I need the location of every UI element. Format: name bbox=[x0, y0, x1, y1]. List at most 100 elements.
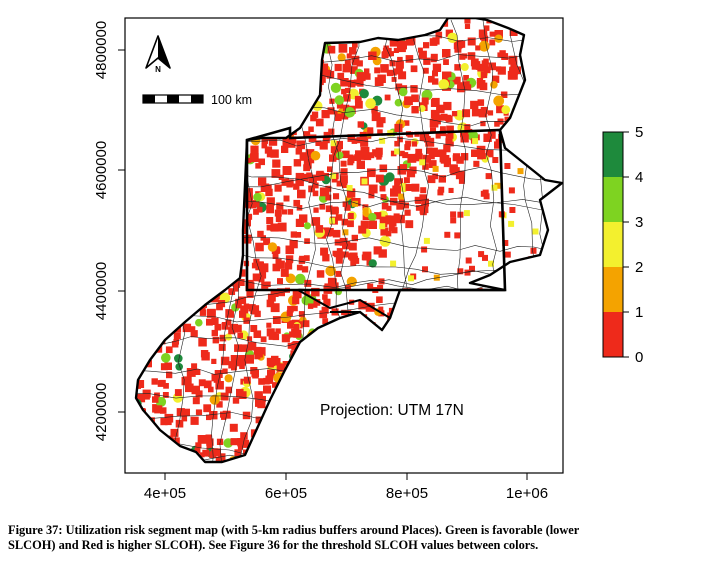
place-buffer-marker bbox=[457, 82, 466, 91]
place-buffer-marker bbox=[310, 45, 317, 52]
place-buffer-marker bbox=[399, 150, 405, 157]
place-buffer-marker bbox=[182, 408, 190, 416]
place-buffer-marker bbox=[540, 374, 549, 382]
place-buffer-marker bbox=[552, 372, 558, 378]
place-buffer-marker bbox=[139, 168, 148, 177]
place-buffer-marker bbox=[160, 288, 167, 296]
place-buffer-marker bbox=[159, 227, 167, 235]
place-buffer-marker bbox=[428, 160, 437, 168]
place-buffer-marker bbox=[327, 166, 333, 173]
place-buffer-marker bbox=[471, 370, 482, 381]
place-buffer-marker bbox=[239, 363, 245, 369]
place-buffer-marker bbox=[314, 28, 323, 38]
place-buffer-marker bbox=[484, 446, 490, 452]
place-buffer-marker bbox=[243, 303, 250, 309]
place-buffer-marker bbox=[280, 268, 289, 277]
place-buffer-marker bbox=[489, 31, 495, 37]
place-buffer-marker bbox=[216, 293, 223, 300]
place-buffer-marker bbox=[432, 78, 439, 85]
place-buffer-marker bbox=[316, 385, 323, 392]
place-buffer-marker bbox=[252, 200, 260, 207]
place-buffer-marker bbox=[495, 300, 505, 310]
place-buffer-marker bbox=[153, 215, 159, 221]
place-buffer-marker bbox=[155, 215, 161, 222]
place-buffer-marker bbox=[193, 203, 202, 212]
place-buffer-marker bbox=[368, 259, 377, 268]
place-buffer-marker bbox=[536, 340, 546, 349]
place-buffer-marker bbox=[545, 331, 550, 337]
place-buffer-marker bbox=[408, 442, 417, 451]
place-buffer-marker bbox=[331, 378, 339, 386]
place-buffer-marker bbox=[347, 159, 354, 166]
place-buffer-marker bbox=[303, 442, 315, 454]
place-buffer-marker bbox=[407, 37, 416, 45]
place-buffer-marker bbox=[514, 312, 521, 319]
place-buffer-marker bbox=[490, 305, 499, 315]
place-buffer-marker bbox=[350, 448, 356, 455]
place-buffer-marker bbox=[180, 215, 189, 224]
place-buffer-marker bbox=[194, 163, 203, 171]
place-buffer-marker bbox=[501, 105, 511, 115]
place-buffer-marker bbox=[246, 157, 252, 163]
place-buffer-marker bbox=[220, 224, 228, 232]
place-buffer-marker bbox=[462, 344, 471, 353]
place-buffer-marker bbox=[277, 222, 287, 232]
place-buffer-marker bbox=[473, 160, 480, 167]
place-buffer-marker bbox=[302, 439, 308, 445]
place-buffer-marker bbox=[265, 281, 271, 287]
place-buffer-marker bbox=[156, 446, 166, 456]
place-buffer-marker bbox=[539, 441, 548, 450]
place-buffer-marker bbox=[545, 443, 554, 452]
place-buffer-marker bbox=[427, 175, 436, 184]
place-buffer-marker bbox=[342, 150, 350, 159]
place-buffer-marker bbox=[274, 247, 281, 254]
place-buffer-marker bbox=[138, 296, 146, 304]
place-buffer-marker bbox=[157, 210, 164, 218]
place-buffer-marker bbox=[368, 212, 377, 222]
place-buffer-marker bbox=[157, 209, 164, 215]
place-buffer-marker bbox=[174, 170, 182, 178]
place-buffer-marker bbox=[336, 251, 344, 259]
place-buffer-marker bbox=[524, 358, 531, 365]
place-buffer-marker bbox=[290, 460, 300, 462]
place-buffer-marker bbox=[322, 136, 330, 144]
place-buffer-marker bbox=[289, 331, 296, 338]
place-buffer-marker bbox=[352, 200, 358, 207]
place-buffer-marker bbox=[266, 205, 274, 214]
place-buffer-marker bbox=[181, 141, 189, 149]
place-buffer-marker bbox=[404, 96, 413, 106]
place-buffer-marker bbox=[216, 401, 223, 408]
place-buffer-marker bbox=[334, 251, 341, 258]
place-buffer-marker bbox=[287, 209, 294, 215]
place-buffer-marker bbox=[398, 363, 405, 370]
place-buffer-marker bbox=[266, 322, 272, 328]
place-buffer-marker bbox=[451, 438, 459, 445]
place-buffer-marker bbox=[315, 172, 325, 181]
place-buffer-marker bbox=[472, 349, 481, 358]
place-buffer-marker bbox=[449, 348, 456, 355]
place-buffer-marker bbox=[343, 94, 351, 102]
place-buffer-marker bbox=[524, 306, 532, 314]
place-buffer-marker bbox=[443, 101, 452, 111]
place-buffer-marker bbox=[237, 186, 245, 195]
place-buffer-marker bbox=[424, 301, 434, 311]
place-buffer-marker bbox=[340, 160, 347, 167]
place-buffer-marker bbox=[550, 347, 558, 355]
place-buffer-marker bbox=[494, 419, 501, 426]
place-buffer-marker bbox=[168, 278, 180, 290]
place-buffer-marker bbox=[165, 208, 172, 215]
place-buffer-marker bbox=[274, 184, 282, 192]
place-buffer-marker bbox=[374, 212, 382, 220]
place-buffer-marker bbox=[494, 307, 501, 313]
place-buffer-marker bbox=[155, 329, 163, 337]
place-buffer-marker bbox=[523, 135, 530, 142]
place-buffer-marker bbox=[199, 309, 207, 316]
place-buffer-marker bbox=[324, 389, 332, 397]
place-buffer-marker bbox=[436, 333, 445, 341]
place-buffer-marker bbox=[277, 288, 285, 297]
place-buffer-marker bbox=[238, 355, 246, 362]
place-buffer-marker bbox=[318, 439, 329, 450]
place-buffer-marker bbox=[166, 186, 176, 196]
place-buffer-marker bbox=[331, 337, 338, 344]
place-buffer-marker bbox=[333, 420, 342, 429]
